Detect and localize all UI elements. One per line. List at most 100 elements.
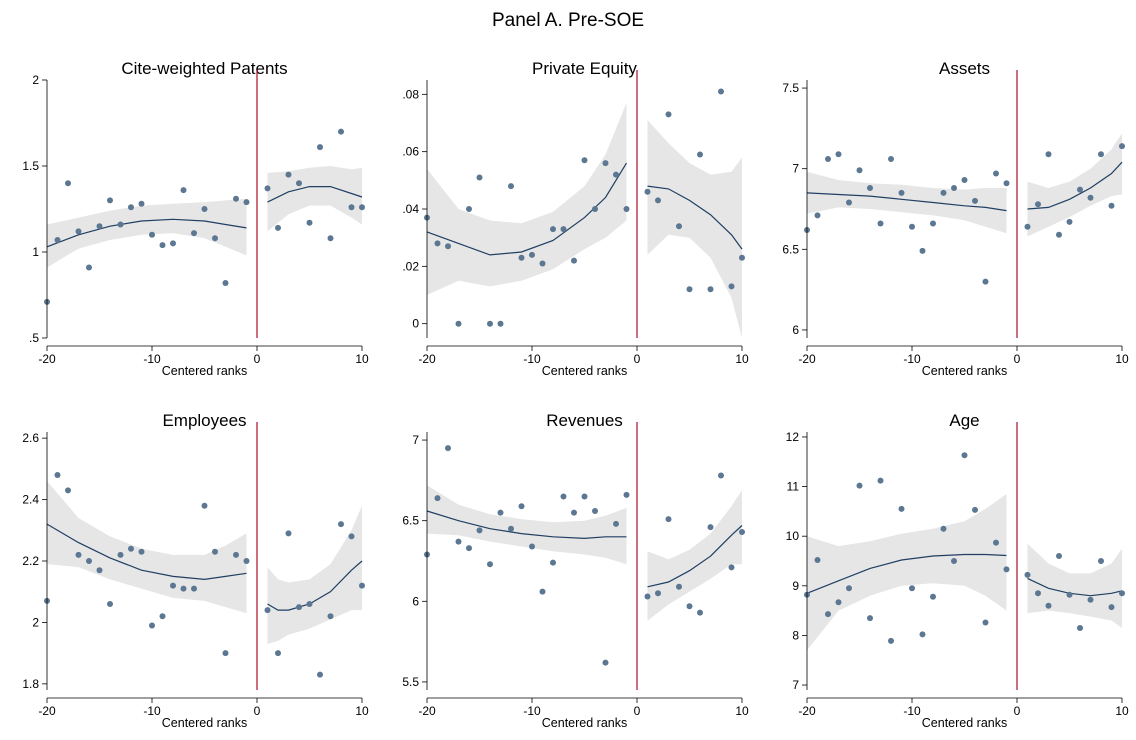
- fit-line-right: [1027, 577, 1123, 597]
- data-point: [285, 171, 292, 178]
- data-point: [739, 254, 745, 261]
- y-tick-label: 1: [32, 245, 39, 259]
- x-tick-label: -20: [38, 704, 56, 718]
- data-point: [75, 551, 82, 558]
- fit-line-left: [426, 510, 627, 540]
- fit-line-right: [1027, 161, 1123, 210]
- data-point: [1087, 194, 1094, 201]
- data-point: [1056, 553, 1062, 559]
- data-point: [180, 187, 187, 194]
- data-point: [327, 235, 334, 242]
- y-tick-label: 9: [792, 579, 799, 593]
- data-point: [623, 491, 630, 498]
- chart-title: Private Equity: [532, 59, 637, 78]
- x-tick-label: 0: [1014, 352, 1021, 366]
- confidence-band-left: [807, 171, 1007, 234]
- x-axis-label: Centered ranks: [922, 716, 1007, 730]
- data-point: [348, 204, 355, 211]
- data-point: [317, 671, 323, 678]
- data-point: [707, 524, 714, 531]
- x-tick-label: -20: [798, 352, 816, 366]
- chart-cite-weighted-patents: Cite-weighted Patents .5 1 1.5 2 -20 -10 0 10 Cen…: [0, 48, 378, 388]
- confidence-band-right: [647, 120, 742, 338]
- data-point: [86, 264, 92, 271]
- data-point: [222, 650, 229, 657]
- data-point: [1066, 218, 1073, 225]
- data-point: [856, 167, 863, 174]
- data-point: [613, 171, 619, 178]
- data-point: [602, 659, 609, 666]
- chart-canvas: Age 7 8 9 10 11 12 -20 -10 0 10 Centered ranks: [786, 411, 1129, 730]
- x-tick-label: 0: [1014, 704, 1021, 718]
- fit-line-right: [267, 186, 363, 203]
- data-point: [529, 251, 535, 258]
- data-point: [898, 505, 905, 512]
- x-axis-label: Centered ranks: [162, 716, 247, 730]
- data-point: [1056, 231, 1062, 238]
- data-point: [655, 197, 661, 204]
- data-point: [846, 585, 852, 592]
- data-point: [466, 545, 472, 552]
- data-point: [655, 590, 661, 597]
- data-point: [275, 224, 281, 231]
- x-tick-label: -10: [903, 704, 921, 718]
- data-point: [170, 240, 176, 247]
- x-tick-label: -20: [38, 352, 56, 366]
- data-point: [888, 156, 894, 162]
- data-point: [1108, 202, 1115, 209]
- chart-revenues: Revenues 5.5 6 6.5 7 -20 -10 0 10 Centered ranks: [380, 400, 758, 740]
- x-tick-label: 0: [634, 704, 641, 718]
- data-point: [825, 611, 831, 618]
- data-point: [961, 452, 968, 459]
- data-point: [697, 151, 703, 158]
- data-point: [1035, 201, 1041, 208]
- y-tick-label: .06: [402, 145, 419, 159]
- data-point: [1003, 566, 1010, 573]
- data-point: [550, 559, 556, 566]
- x-tick-label: -20: [418, 704, 436, 718]
- data-point: [825, 156, 831, 162]
- figure-title: Panel A. Pre-SOE: [491, 10, 645, 31]
- confidence-band-right: [1027, 133, 1122, 237]
- data-point: [359, 582, 365, 589]
- data-point: [697, 609, 703, 616]
- data-point: [560, 493, 567, 500]
- data-point: [1024, 223, 1031, 230]
- chart-private-equity: Private Equity 0 .02 .04 .06 .08 -20 -10 0 10 Cent…: [380, 48, 758, 388]
- fit-line-left: [806, 192, 1007, 212]
- data-point: [275, 650, 281, 657]
- y-tick-label: 7: [412, 433, 419, 447]
- data-point: [846, 199, 852, 206]
- y-tick-label: 8: [792, 628, 799, 642]
- data-point: [1024, 571, 1031, 578]
- data-point: [877, 477, 884, 484]
- data-point: [233, 551, 239, 558]
- data-point: [65, 487, 71, 494]
- data-point: [434, 240, 441, 247]
- data-point: [170, 582, 176, 589]
- chart-title: Revenues: [546, 411, 623, 430]
- data-point: [1108, 604, 1115, 611]
- data-point: [487, 320, 493, 327]
- data-point: [644, 188, 651, 195]
- fit-line-left: [46, 218, 247, 248]
- data-point: [243, 558, 250, 564]
- data-point: [65, 180, 71, 187]
- chart-title: Age: [949, 411, 979, 430]
- data-point: [665, 111, 672, 118]
- data-point: [1077, 625, 1083, 631]
- data-point: [149, 231, 155, 238]
- data-point: [982, 278, 989, 285]
- y-tick-label: 2: [32, 615, 39, 629]
- y-tick-label: 10: [786, 529, 800, 543]
- data-point: [222, 280, 229, 286]
- data-point: [613, 520, 619, 527]
- y-tick-label: 7.5: [782, 81, 799, 95]
- data-point: [107, 601, 113, 607]
- data-point: [581, 493, 588, 500]
- data-point: [1098, 151, 1104, 158]
- data-point: [919, 247, 926, 254]
- data-point: [676, 223, 682, 230]
- fit-line-left: [806, 553, 1007, 594]
- data-point: [1077, 186, 1083, 193]
